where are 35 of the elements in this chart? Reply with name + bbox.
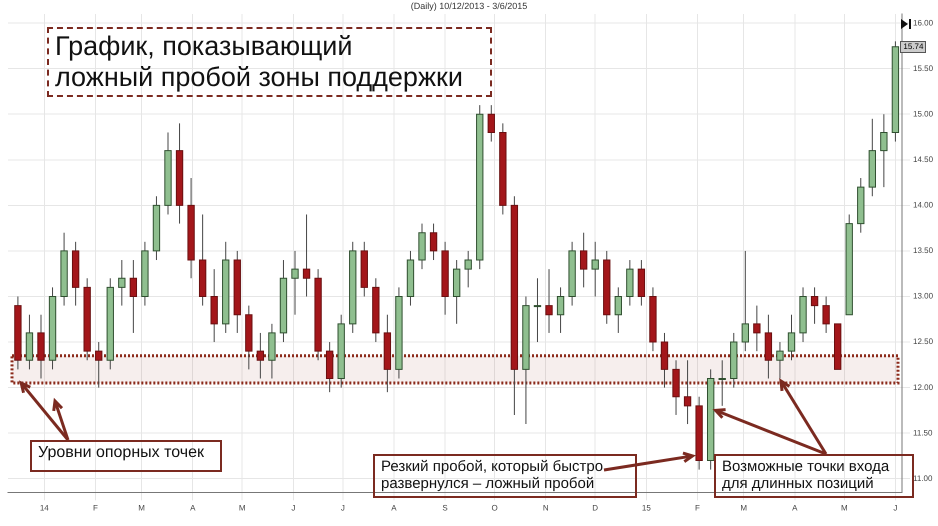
- x-tick-label: J: [340, 503, 345, 512]
- y-tick-label: 15.00: [913, 109, 934, 118]
- annotation: График, показывающий ложный пробой зоны поддержки: [47, 27, 492, 97]
- y-tick-label: 14.00: [913, 200, 934, 210]
- x-tick-label: M: [238, 503, 246, 512]
- annotation: Возможные точки входа для длинных позиций: [714, 454, 914, 498]
- annotation: 15.74: [900, 40, 926, 53]
- y-tick-label: 12.50: [913, 337, 934, 346]
- x-tick-label: 15: [642, 503, 652, 512]
- x-tick-label: A: [391, 503, 398, 512]
- x-tick-label: M: [138, 503, 146, 512]
- y-tick-label: 13.50: [913, 246, 934, 256]
- y-tick-label: 11.00: [913, 474, 933, 483]
- y-tick-label: 16.00: [913, 18, 934, 28]
- y-tick-label: 15.50: [913, 64, 934, 73]
- annotation: Резкий пробой, который быстро развернулся – ложный пробой: [373, 454, 637, 498]
- x-tick-label: F: [695, 503, 700, 512]
- x-tick-label: A: [190, 503, 196, 512]
- x-tick-label: N: [542, 503, 549, 512]
- x-tick-label: D: [592, 503, 598, 512]
- y-tick-label: 14.50: [913, 155, 934, 164]
- x-tick-label: M: [740, 503, 748, 512]
- annotation: Уровни опорных точек: [30, 440, 222, 472]
- x-tick-label: J: [893, 503, 898, 512]
- x-tick-label: M: [840, 503, 848, 512]
- y-tick-label: 12.00: [913, 382, 934, 392]
- chart-title: (Daily) 10/12/2013 - 3/6/2015: [410, 0, 528, 12]
- x-tick-label: S: [442, 503, 448, 512]
- y-tick-label: 13.00: [913, 292, 934, 301]
- x-tick-label: A: [792, 503, 798, 512]
- x-tick-label: F: [92, 503, 98, 512]
- x-tick-label: J: [291, 503, 296, 512]
- x-tick-label: O: [491, 503, 498, 512]
- y-tick-label: 11.50: [913, 428, 933, 438]
- x-tick-label: 14: [40, 503, 50, 512]
